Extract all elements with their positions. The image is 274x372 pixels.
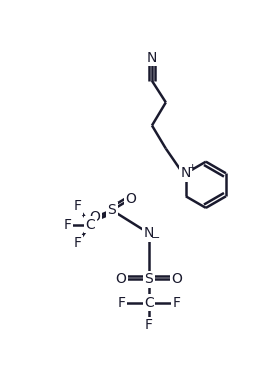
- Text: F: F: [173, 296, 181, 310]
- Text: O: O: [90, 210, 101, 224]
- Text: S: S: [144, 272, 153, 286]
- Text: F: F: [145, 318, 153, 332]
- Text: +: +: [187, 163, 197, 173]
- Text: S: S: [108, 203, 116, 217]
- Text: F: F: [63, 218, 71, 232]
- Text: F: F: [73, 236, 81, 250]
- Text: N: N: [144, 226, 154, 240]
- Text: F: F: [73, 199, 81, 213]
- Text: C: C: [144, 296, 154, 310]
- Text: F: F: [117, 296, 125, 310]
- Text: O: O: [116, 272, 127, 286]
- Text: N: N: [181, 166, 191, 180]
- Text: C: C: [85, 218, 95, 232]
- Text: N: N: [147, 51, 157, 65]
- Text: −: −: [151, 233, 161, 243]
- Text: O: O: [126, 192, 137, 206]
- Text: O: O: [171, 272, 182, 286]
